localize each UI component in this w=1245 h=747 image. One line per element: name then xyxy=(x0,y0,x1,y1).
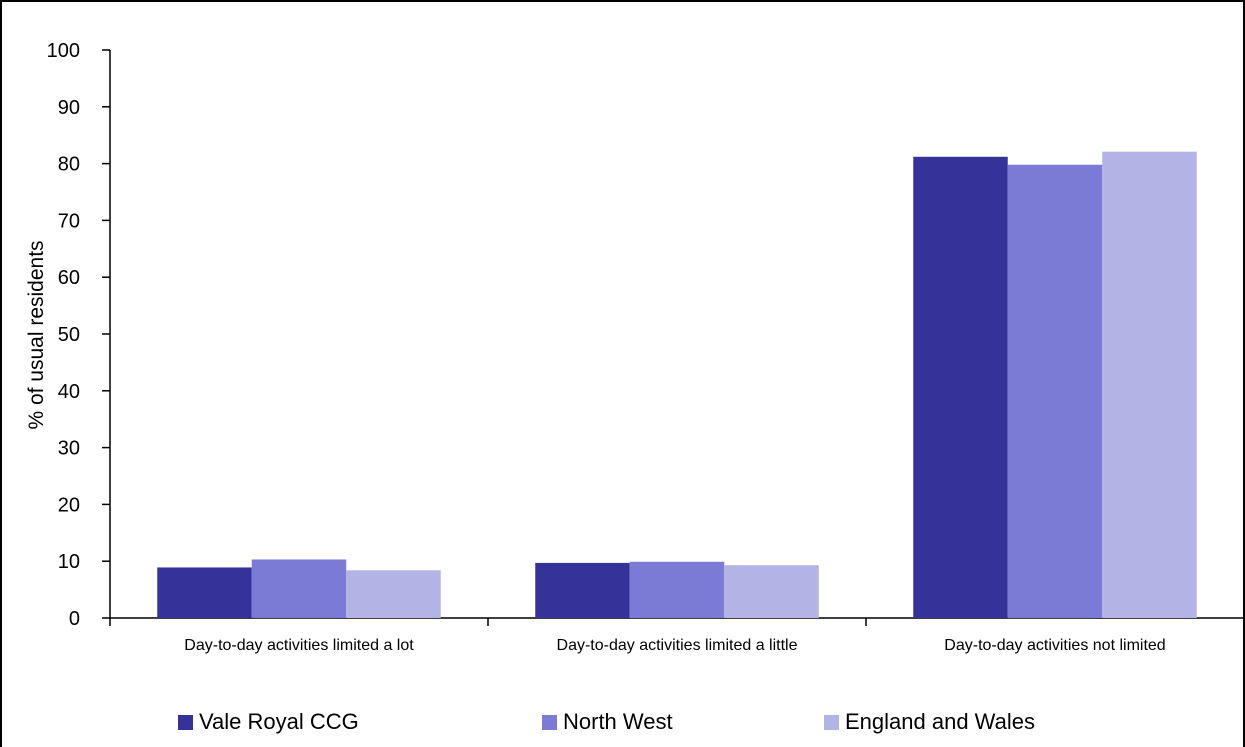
legend-swatch xyxy=(542,714,557,730)
legend-item: England and Wales xyxy=(824,702,1035,742)
bar xyxy=(535,562,630,618)
legend-label: North West xyxy=(563,709,673,734)
y-tick-label: 80 xyxy=(58,154,80,176)
x-tick-label: Day-to-day activities limited a lot xyxy=(184,637,414,654)
y-axis: 0 10 20 30 40 50 60 70 80 90 100 xyxy=(47,40,111,630)
legend-item: Vale Royal CCG xyxy=(178,702,359,742)
legend-swatch xyxy=(178,714,193,730)
legend: Vale Royal CCG North West England and Wale… xyxy=(2,702,1245,742)
y-tick-label: 20 xyxy=(58,494,80,516)
legend-swatch xyxy=(824,714,839,730)
y-tick-label: 70 xyxy=(58,210,80,232)
bar xyxy=(251,559,347,618)
y-axis-label: % of usual residents xyxy=(25,240,48,429)
x-tick-label: Day-to-day activities limited a little xyxy=(557,637,798,654)
bar xyxy=(1007,164,1103,618)
legend-label: England and Wales xyxy=(845,709,1035,734)
y-tick-label: 30 xyxy=(58,438,80,460)
bar xyxy=(1102,151,1197,618)
bars xyxy=(157,151,1197,618)
y-tick-label: 10 xyxy=(58,551,80,573)
bar xyxy=(913,156,1008,618)
bar-chart: 0 10 20 30 40 50 60 70 80 90 100 Day-to-day activi… xyxy=(25,40,1245,654)
y-tick-label: 0 xyxy=(69,608,80,630)
y-tick-label: 90 xyxy=(58,97,80,119)
bar xyxy=(724,565,819,618)
bar xyxy=(629,561,725,618)
bar xyxy=(157,567,252,618)
y-tick-label: 40 xyxy=(58,381,80,403)
y-tick-label: 50 xyxy=(58,324,80,346)
bar xyxy=(346,570,441,618)
x-axis: Day-to-day activities limited a lot Day-t… xyxy=(109,617,1245,654)
legend-item: North West xyxy=(542,702,673,742)
x-tick-label: Day-to-day activities not limited xyxy=(944,637,1165,654)
legend-label: Vale Royal CCG xyxy=(199,709,359,734)
y-tick-label: 100 xyxy=(47,40,80,62)
y-tick-label: 60 xyxy=(58,267,80,289)
